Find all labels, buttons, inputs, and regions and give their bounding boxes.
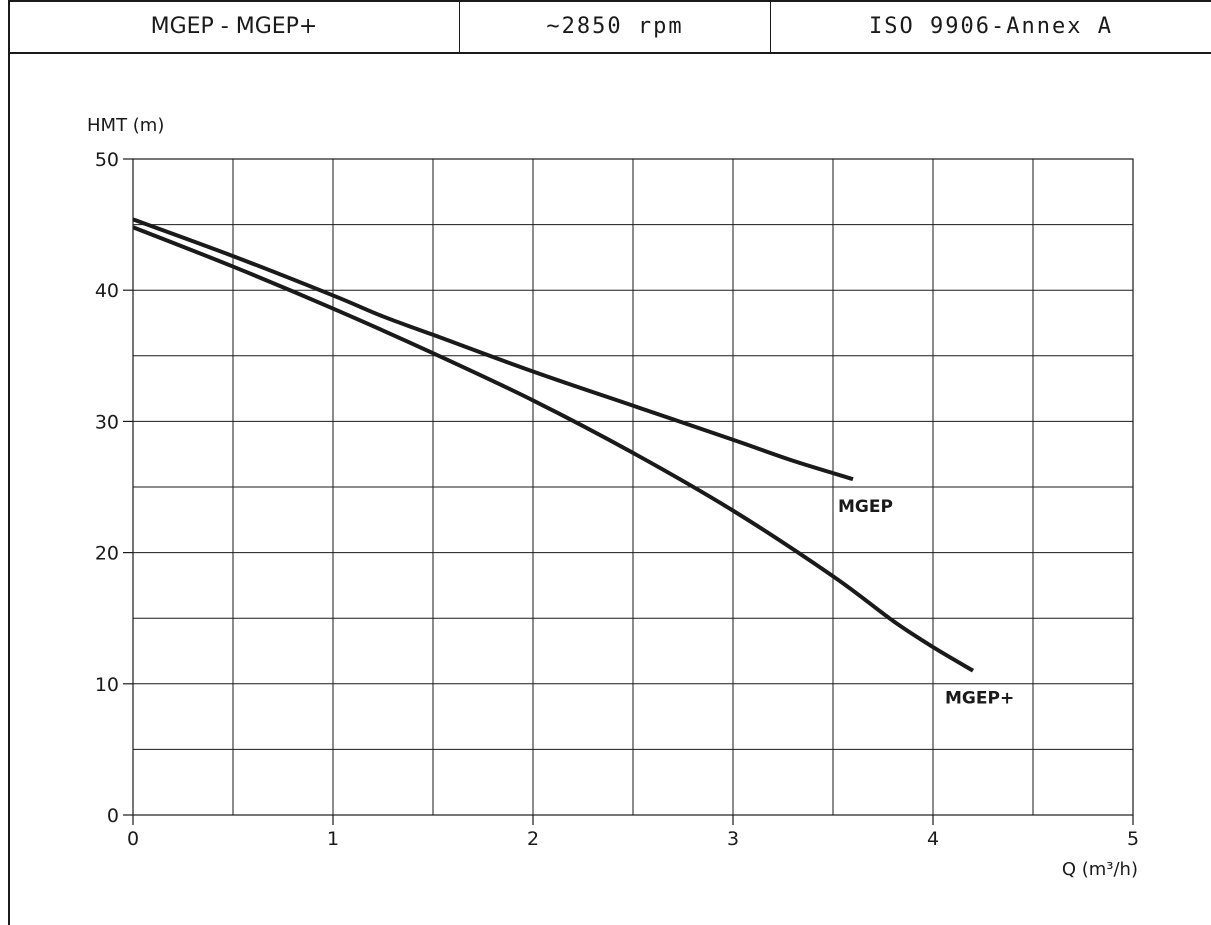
- chart-header: MGEP - MGEP+ ~2850 rpm ISO 9906-Annex A: [9, 0, 1211, 54]
- header-speed: ~2850 rpm: [460, 0, 771, 52]
- y-tick-label: 50: [95, 149, 119, 171]
- y-axis-label: HMT (m): [87, 115, 164, 136]
- series-line-mgep-plus: [132, 225, 975, 673]
- plot-frame: [132, 158, 1134, 816]
- y-tick-label: 40: [95, 280, 119, 302]
- frame-left-border: [8, 0, 10, 925]
- frame-top-border: [8, 0, 1211, 2]
- series-label-mgep-plus: MGEP+: [945, 689, 1014, 709]
- axes: 0 10 20 30 40 50 0 1 2 3 4 5: [95, 149, 1139, 850]
- header-standard: ISO 9906-Annex A: [869, 13, 1113, 39]
- x-tick-label: 5: [1127, 828, 1139, 850]
- x-tick-label: 2: [527, 828, 539, 850]
- series-line-mgep: [132, 217, 854, 482]
- x-axis-label: Q (m³/h): [1062, 859, 1138, 880]
- y-tick-label: 10: [95, 674, 119, 696]
- y-tick-label: 20: [95, 543, 119, 565]
- x-tick-label: 3: [727, 828, 739, 850]
- x-tick-label: 4: [927, 828, 939, 850]
- grid: [132, 158, 1134, 816]
- x-tick-label: 1: [327, 828, 339, 850]
- series-label-mgep: MGEP: [838, 497, 893, 517]
- series-lines: [132, 217, 975, 673]
- y-tick-label: 30: [95, 411, 119, 433]
- y-tick-label: 0: [107, 805, 119, 827]
- labels: HMT (m) Q (m³/h) MGEP MGEP+: [87, 115, 1138, 880]
- x-tick-label: 0: [127, 828, 139, 850]
- header-model: MGEP - MGEP+: [9, 0, 460, 52]
